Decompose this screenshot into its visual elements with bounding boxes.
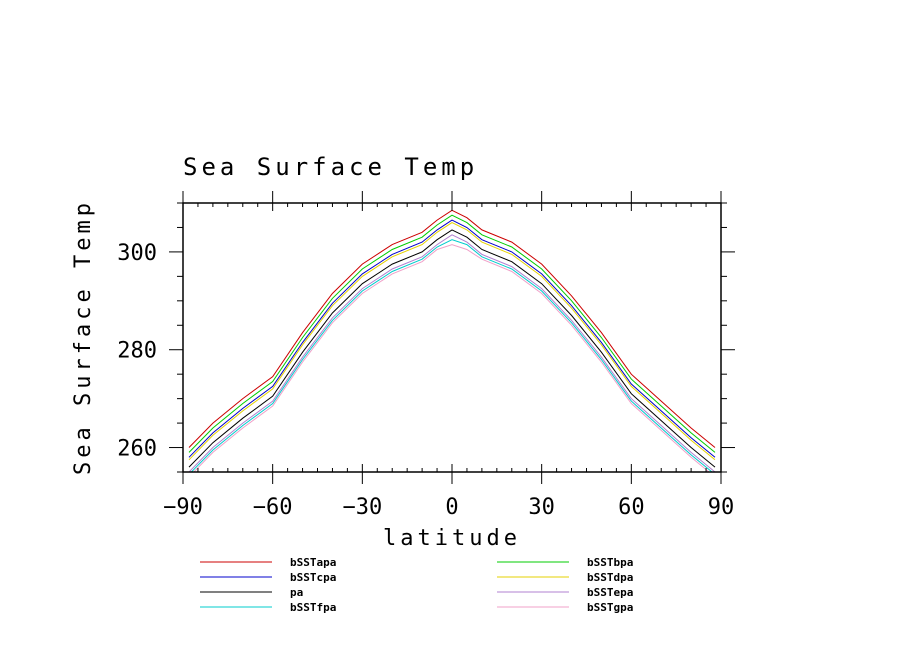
legend-label: bSSTbpa	[587, 556, 633, 569]
series-line-bSSTfpa	[190, 239, 713, 472]
plot-frame	[182, 202, 722, 473]
legend-item: bSSTapa	[200, 556, 336, 569]
x-tick-label: −90	[163, 495, 203, 520]
legend-item: pa	[200, 586, 303, 599]
y-tick-label: 280	[117, 339, 157, 364]
legend-label: pa	[290, 586, 303, 599]
legend-label: bSSTapa	[290, 556, 336, 569]
y-tick-label: 260	[117, 437, 157, 462]
y-axis-label: Sea Surface Temp	[71, 199, 96, 475]
legend-label: bSSTepa	[587, 586, 633, 599]
legend-label: bSSTgpa	[587, 601, 633, 614]
series-line-bSSTdpa	[188, 222, 716, 461]
legend-item: bSSTgpa	[497, 601, 633, 614]
series-line-pa	[188, 229, 716, 468]
y-tick-label: 300	[117, 241, 157, 266]
legend-item: bSSTfpa	[200, 601, 336, 614]
x-axis-label: latitude	[383, 526, 521, 551]
x-tick-label: 30	[528, 495, 555, 520]
x-tick-label: 90	[708, 495, 735, 520]
legend-item: bSSTepa	[497, 586, 633, 599]
series-layer	[188, 209, 716, 472]
series-line-bSSTbpa	[188, 214, 716, 453]
x-tick-label: −30	[342, 495, 382, 520]
series-line-bSSTgpa	[193, 244, 710, 472]
legend-label: bSSTdpa	[587, 571, 633, 584]
series-line-bSSTcpa	[188, 219, 716, 458]
legend: bSSTapa bSSTcpa pa bSSTfpa bSSTbpa bSSTdpa bSS…	[200, 556, 633, 614]
series-line-bSSTepa	[188, 234, 716, 472]
x-tick-label: 0	[445, 495, 458, 520]
legend-label: bSSTfpa	[290, 601, 336, 614]
legend-item: bSSTcpa	[200, 571, 336, 584]
chart-title: Sea Surface Temp	[183, 153, 478, 181]
x-tick-label: −60	[253, 495, 293, 520]
legend-item: bSSTdpa	[497, 571, 633, 584]
legend-label: bSSTcpa	[290, 571, 336, 584]
series-line-bSSTapa	[188, 209, 716, 448]
legend-item: bSSTbpa	[497, 556, 633, 569]
tick-layer: −90 −60 −30 0 30 60 90 260 280 300	[117, 191, 735, 520]
x-tick-label: 60	[618, 495, 645, 520]
